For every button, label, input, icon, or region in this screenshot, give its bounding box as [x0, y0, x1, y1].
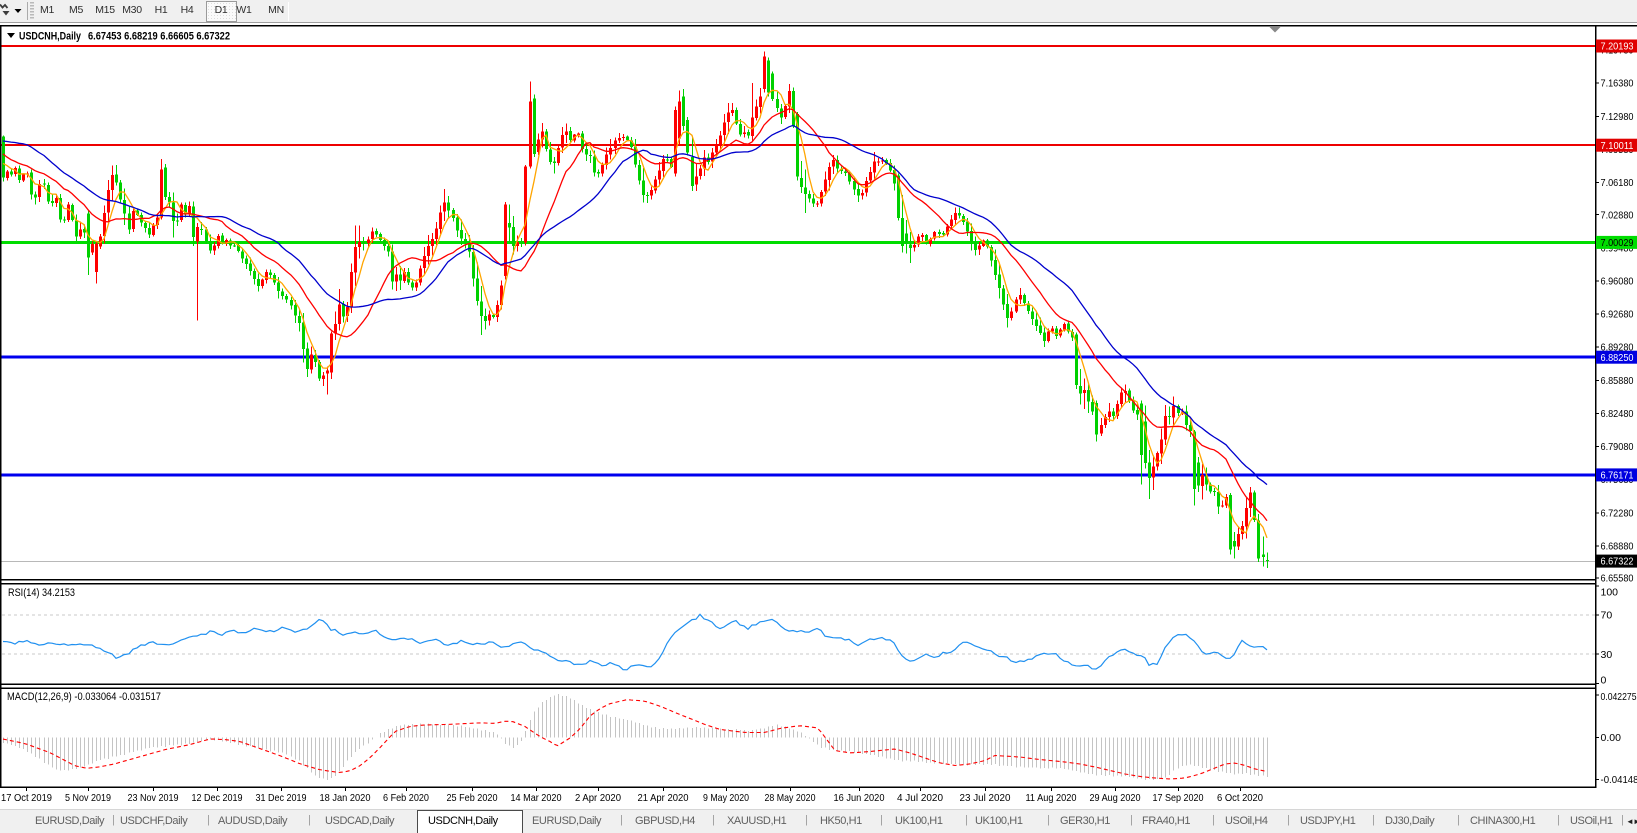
svg-text:7.00029: 7.00029 [1601, 237, 1634, 249]
svg-text:14 Mar 2020: 14 Mar 2020 [511, 792, 562, 804]
svg-text:0.042275: 0.042275 [1601, 691, 1637, 703]
svg-text:0.00: 0.00 [1601, 732, 1622, 744]
svg-text:25 Feb 2020: 25 Feb 2020 [447, 792, 498, 804]
svg-text:30: 30 [1601, 649, 1613, 661]
svg-text:7.20193: 7.20193 [1601, 41, 1634, 53]
svg-text:2 Apr 2020: 2 Apr 2020 [575, 792, 621, 804]
svg-text:6.82480: 6.82480 [1601, 408, 1634, 420]
svg-text:MACD(12,26,9) -0.033064 -0.031: MACD(12,26,9) -0.033064 -0.031517 [7, 691, 161, 703]
svg-text:6.79080: 6.79080 [1601, 441, 1634, 453]
svg-text:6.85880: 6.85880 [1601, 375, 1634, 387]
svg-text:17 Sep 2020: 17 Sep 2020 [1153, 792, 1204, 804]
svg-text:6 Feb 2020: 6 Feb 2020 [383, 792, 429, 804]
svg-text:16 Jun 2020: 16 Jun 2020 [834, 792, 885, 804]
svg-text:USDCNH,Daily: USDCNH,Daily [19, 31, 82, 43]
svg-text:RSI(14) 34.2153: RSI(14) 34.2153 [8, 587, 75, 599]
svg-text:6.68880: 6.68880 [1601, 540, 1634, 552]
svg-text:7.02880: 7.02880 [1601, 209, 1634, 221]
svg-text:-0.04148: -0.04148 [1601, 774, 1637, 786]
svg-text:6.65580: 6.65580 [1601, 573, 1634, 585]
svg-text:6.96080: 6.96080 [1601, 276, 1634, 288]
svg-text:21 Apr 2020: 21 Apr 2020 [638, 792, 689, 804]
svg-text:6.92680: 6.92680 [1601, 309, 1634, 321]
svg-text:7.06180: 7.06180 [1601, 177, 1634, 189]
svg-text:7.16380: 7.16380 [1601, 78, 1634, 90]
svg-text:6.67322: 6.67322 [1601, 556, 1634, 568]
svg-text:0: 0 [1601, 675, 1607, 687]
svg-text:5 Nov 2019: 5 Nov 2019 [65, 792, 111, 804]
svg-text:6.67453 6.68219 6.66605 6.6732: 6.67453 6.68219 6.66605 6.67322 [88, 31, 230, 43]
svg-text:6.72280: 6.72280 [1601, 507, 1634, 519]
svg-text:23 Jul 2020: 23 Jul 2020 [960, 792, 1011, 804]
svg-text:11 Aug 2020: 11 Aug 2020 [1026, 792, 1077, 804]
svg-text:6.88250: 6.88250 [1601, 352, 1634, 364]
svg-text:18 Jan 2020: 18 Jan 2020 [320, 792, 371, 804]
svg-text:28 May 2020: 28 May 2020 [765, 792, 816, 804]
svg-text:100: 100 [1601, 587, 1619, 599]
svg-text:6.76171: 6.76171 [1601, 469, 1634, 481]
svg-text:7.12980: 7.12980 [1601, 111, 1634, 123]
svg-text:7.10011: 7.10011 [1601, 140, 1634, 152]
svg-text:9 May 2020: 9 May 2020 [703, 792, 749, 804]
svg-text:29 Aug 2020: 29 Aug 2020 [1090, 792, 1141, 804]
svg-text:4 Jul 2020: 4 Jul 2020 [897, 792, 943, 804]
svg-text:17 Oct 2019: 17 Oct 2019 [1, 792, 52, 804]
svg-text:6 Oct 2020: 6 Oct 2020 [1217, 792, 1263, 804]
svg-text:23 Nov 2019: 23 Nov 2019 [128, 792, 179, 804]
svg-text:12 Dec 2019: 12 Dec 2019 [192, 792, 243, 804]
svg-text:31 Dec 2019: 31 Dec 2019 [256, 792, 307, 804]
svg-text:70: 70 [1601, 610, 1613, 622]
